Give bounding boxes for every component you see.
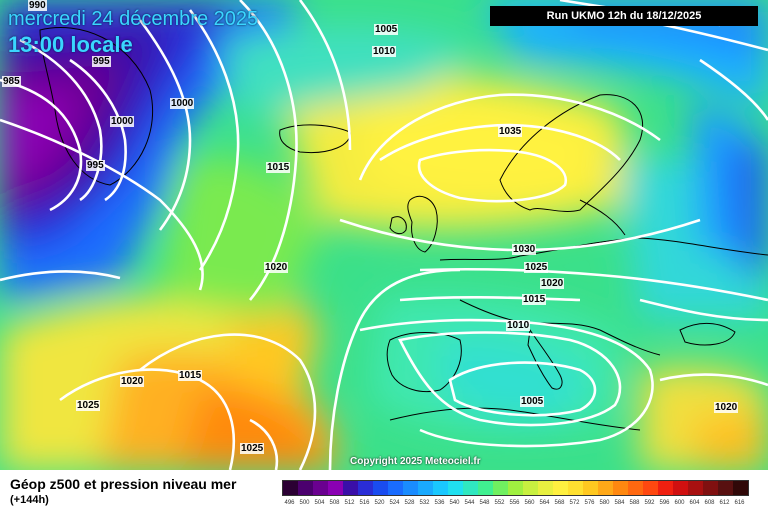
legend-swatch: [328, 481, 343, 495]
isobar-label: 995: [86, 160, 105, 171]
legend-value: 596: [659, 500, 670, 506]
legend-value: 508: [329, 500, 340, 506]
legend-value: 496: [284, 500, 295, 506]
legend-swatch: [388, 481, 403, 495]
legend-value: 532: [419, 500, 430, 506]
copyright-notice: Copyright 2025 Meteociel.fr: [350, 456, 481, 467]
map-title: Géop z500 et pression niveau mer: [10, 476, 237, 492]
model-run-info: Run UKMO 12h du 18/12/2025: [490, 6, 758, 26]
isobar-label: 1035: [498, 126, 523, 137]
legend-swatch: [343, 481, 358, 495]
isobar-label: 1015: [522, 294, 547, 305]
legend-value: 576: [584, 500, 595, 506]
legend-swatch: [718, 481, 733, 495]
weather-map: 990 995 985 1000 995 1000 1005 1010 1015…: [0, 0, 768, 470]
legend-value: 588: [629, 500, 640, 506]
legend-swatch: [733, 481, 748, 495]
isobar-label: 1030: [512, 244, 537, 255]
isobar-label: 1015: [178, 370, 203, 381]
legend-value: 520: [374, 500, 385, 506]
isobar-label: 990: [28, 0, 47, 11]
legend-value: 504: [314, 500, 325, 506]
legend-value: 544: [464, 500, 475, 506]
legend-value: 500: [299, 500, 310, 506]
isobar-label: 1010: [506, 320, 531, 331]
color-scale-labels: 496 500 504 508 512 516 520 524 528 532 536 540 544 5…: [282, 500, 747, 506]
isobar-label: 1010: [372, 46, 397, 57]
isobar-label: 1025: [76, 400, 101, 411]
legend-value: 592: [644, 500, 655, 506]
legend-swatch: [373, 481, 388, 495]
isobar-label: 995: [92, 56, 111, 67]
legend-swatch: [688, 481, 703, 495]
legend-swatch: [403, 481, 418, 495]
isobar-label: 985: [2, 76, 21, 87]
legend-swatch: [643, 481, 658, 495]
legend-value: 556: [509, 500, 520, 506]
legend-value: 612: [719, 500, 730, 506]
legend-value: 560: [524, 500, 535, 506]
legend-swatch: [358, 481, 373, 495]
forecast-date: mercredi 24 décembre 2025: [8, 8, 259, 30]
legend-value: 616: [734, 500, 745, 506]
legend-value: 580: [599, 500, 610, 506]
isobar-label: 1025: [240, 443, 265, 454]
legend-value: 528: [404, 500, 415, 506]
forecast-time: 13:00 locale: [8, 32, 133, 57]
legend-value: 524: [389, 500, 400, 506]
legend-swatch: [433, 481, 448, 495]
legend-swatch: [283, 481, 298, 495]
legend-value: 548: [479, 500, 490, 506]
isobar-label: 1020: [540, 278, 565, 289]
coastlines: [39, 27, 768, 431]
legend-swatch: [478, 481, 493, 495]
legend-value: 572: [569, 500, 580, 506]
legend-value: 604: [689, 500, 700, 506]
isobar-label: 1020: [264, 262, 289, 273]
isobar-label: 1015: [266, 162, 291, 173]
legend-value: 584: [614, 500, 625, 506]
legend-value: 512: [344, 500, 355, 506]
isobar-label: 1005: [374, 24, 399, 35]
legend-value: 540: [449, 500, 460, 506]
legend-swatch: [508, 481, 523, 495]
isobar-label: 1020: [714, 402, 739, 413]
legend-value: 608: [704, 500, 715, 506]
forecast-lead-time: (+144h): [10, 494, 49, 506]
legend-value: 568: [554, 500, 565, 506]
legend-swatch: [523, 481, 538, 495]
legend-swatch: [493, 481, 508, 495]
legend-swatch: [313, 481, 328, 495]
color-scale: [282, 480, 749, 496]
legend-swatch: [613, 481, 628, 495]
legend-value: 516: [359, 500, 370, 506]
legend-value: 564: [539, 500, 550, 506]
isobar-label: 1005: [520, 396, 545, 407]
legend-swatch: [598, 481, 613, 495]
legend-value: 552: [494, 500, 505, 506]
isobar-label: 1000: [170, 98, 195, 109]
legend-swatch: [658, 481, 673, 495]
isobar-label: 1000: [110, 116, 135, 127]
legend-swatch: [703, 481, 718, 495]
isobar-label: 1020: [120, 376, 145, 387]
legend-swatch: [538, 481, 553, 495]
legend-swatch: [298, 481, 313, 495]
legend-value: 600: [674, 500, 685, 506]
legend-swatch: [448, 481, 463, 495]
isobar-label: 1025: [524, 262, 549, 273]
legend-swatch: [628, 481, 643, 495]
legend-value: 536: [434, 500, 445, 506]
geopotential-field: [0, 0, 768, 470]
legend-swatch: [583, 481, 598, 495]
legend-swatch: [673, 481, 688, 495]
legend-swatch: [418, 481, 433, 495]
legend-swatch: [553, 481, 568, 495]
legend-swatch: [463, 481, 478, 495]
legend-swatch: [568, 481, 583, 495]
